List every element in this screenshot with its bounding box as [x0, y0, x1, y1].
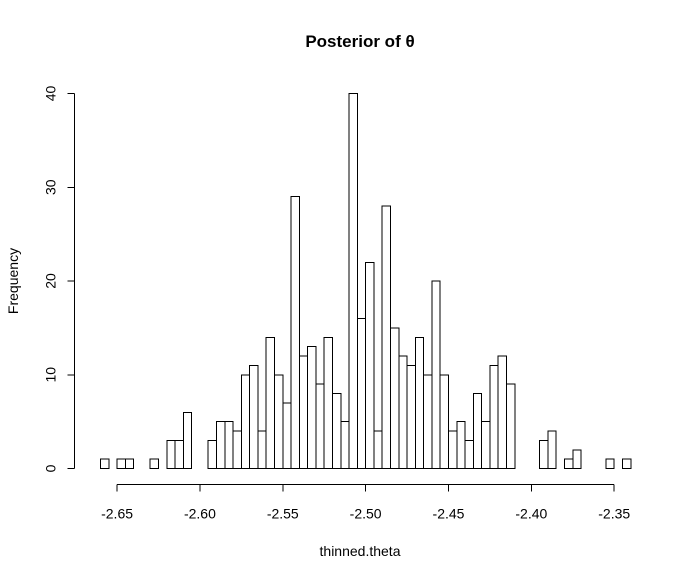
histogram-bar: [423, 374, 433, 469]
x-tick-label: -2.55: [267, 506, 299, 522]
histogram-bar: [622, 458, 632, 470]
histogram-bar: [124, 458, 135, 470]
x-axis-label: thinned.theta: [320, 543, 401, 559]
histogram-bar: [348, 93, 358, 469]
histogram-bar: [605, 458, 615, 470]
histogram-bar: [166, 439, 176, 470]
histogram-bar: [240, 374, 251, 469]
histogram-bar: [572, 449, 582, 469]
histogram-bar: [298, 355, 309, 469]
y-tick-label: 0: [43, 464, 59, 472]
histogram-bar: [481, 421, 491, 470]
histogram-bar: [464, 439, 474, 470]
histogram-bar: [472, 393, 483, 469]
histogram-bar: [116, 458, 126, 470]
y-axis: 0 10 20 30 40: [43, 86, 75, 472]
histogram-bar: [182, 411, 193, 469]
histogram-bar: [207, 439, 218, 470]
histogram-bar: [232, 430, 242, 469]
y-axis-label: Frequency: [5, 248, 21, 314]
histogram-bar: [307, 346, 317, 470]
histogram-bar: [381, 205, 391, 469]
histogram-bar: [390, 327, 400, 470]
x-tick-label: -2.50: [350, 506, 382, 522]
histogram-bar: [323, 336, 333, 469]
x-tick-label: -2.65: [101, 506, 133, 522]
histogram-bar: [547, 430, 557, 469]
histogram-bar: [315, 383, 325, 470]
y-tick-label: 40: [43, 86, 59, 102]
histogram-bars: [100, 93, 632, 470]
x-axis: -2.65 -2.60 -2.55 -2.50 -2.45 -2.40 -2.35: [101, 484, 630, 522]
histogram-bar: [216, 421, 226, 470]
histogram-bar: [398, 355, 408, 469]
histogram-bar: [431, 280, 441, 469]
y-tick-label: 10: [43, 367, 59, 383]
histogram-bar: [506, 383, 516, 470]
histogram-bar: [439, 374, 449, 469]
histogram-bar: [414, 336, 425, 469]
histogram-bar: [274, 374, 284, 469]
histogram-bar: [373, 430, 383, 469]
x-tick-label: -2.35: [598, 506, 630, 522]
histogram-bar: [149, 458, 160, 470]
chart-title: Posterior of θ: [305, 32, 414, 51]
histogram-bar: [174, 439, 184, 470]
x-tick-label: -2.60: [184, 506, 216, 522]
histogram-bar: [564, 458, 574, 470]
histogram-bar: [406, 364, 416, 470]
histogram-bar: [282, 402, 292, 470]
histogram-bar: [100, 458, 110, 470]
histogram-bar: [448, 430, 458, 469]
histogram-bar: [365, 261, 375, 469]
histogram-bar: [290, 196, 300, 470]
histogram-bar: [356, 318, 367, 469]
histogram-bar: [539, 439, 549, 470]
histogram-bar: [456, 421, 466, 470]
histogram-bar: [489, 364, 499, 470]
y-tick-label: 20: [43, 273, 59, 289]
x-tick-label: -2.40: [515, 506, 547, 522]
histogram-bar: [340, 421, 350, 470]
y-tick-label: 30: [43, 179, 59, 195]
histogram-bar: [224, 421, 234, 470]
histogram-bar: [249, 364, 259, 470]
histogram-bar: [332, 393, 342, 469]
histogram-bar: [257, 430, 267, 469]
x-tick-label: -2.45: [433, 506, 465, 522]
histogram-bar: [497, 355, 507, 469]
histogram-bar: [265, 336, 275, 469]
